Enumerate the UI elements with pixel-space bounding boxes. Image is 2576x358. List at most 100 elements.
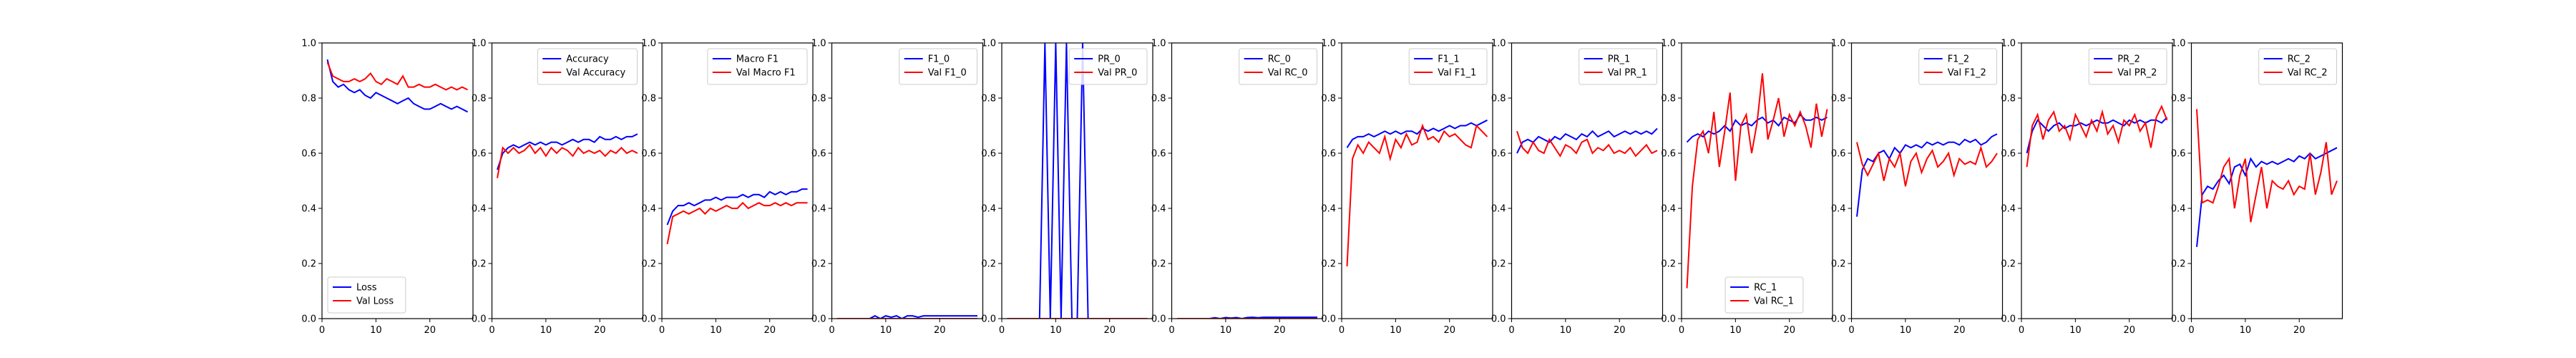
x-tick-label: 10 [1390, 325, 1402, 336]
y-tick-label: 0.8 [1661, 94, 1676, 105]
y-tick-label: 0.6 [641, 149, 656, 160]
y-tick-label: 0.4 [301, 204, 316, 215]
y-tick-label: 1.0 [1321, 39, 1336, 49]
x-tick-label: 20 [2293, 325, 2306, 336]
subplot-4: 0.0 0.2 0.4 0.6 0.8 1.0 0 10 20 PR_0 Val PR_0 [981, 39, 1153, 336]
series-line-loss [326, 59, 468, 113]
series-line-f1-2 [1856, 133, 1998, 217]
y-tick-label: 0.4 [811, 204, 826, 215]
y-tick-label: 0.4 [981, 204, 996, 215]
x-tick-label: 10 [2240, 325, 2252, 336]
y-tick-label: 0.0 [641, 314, 656, 325]
legend-box [2088, 48, 2167, 85]
y-tick-label: 0.8 [811, 94, 826, 105]
series-line-f1-1 [1346, 119, 1488, 148]
legend: F1_1 Val F1_1 [1408, 48, 1488, 85]
x-tick-label: 10 [1050, 325, 1062, 336]
y-tick-label: 1.0 [2171, 39, 2186, 49]
y-tick-label: 0.4 [1831, 204, 1846, 215]
x-tick-label: 20 [1953, 325, 1966, 336]
subplot-10: 0.0 0.2 0.4 0.6 0.8 1.0 0 10 20 PR_2 Val PR_2 [2001, 39, 2173, 336]
legend-entry: Val RC_0 [1268, 68, 1308, 79]
y-tick-label: 1.0 [811, 39, 826, 49]
y-tick-label: 0.2 [811, 259, 826, 270]
series-line-val-rc-1 [1686, 73, 1828, 289]
series-line-val-rc-2 [2196, 109, 2338, 223]
series-line-val-macro-f1 [666, 201, 808, 245]
legend: RC_1 Val RC_1 [1724, 276, 1804, 314]
y-tick-label: 0.4 [1321, 204, 1336, 215]
x-tick-label: 0 [2188, 325, 2194, 336]
y-tick-label: 0.8 [981, 94, 996, 105]
legend-entry: RC_1 [1754, 283, 1777, 294]
y-tick-label: 0.0 [472, 314, 487, 325]
legend-entry: Val Loss [356, 296, 394, 307]
x-tick-label: 0 [1169, 325, 1174, 336]
legend-entry: Macro F1 [736, 54, 779, 65]
legend-box [1239, 48, 1317, 85]
y-tick-label: 0.2 [2001, 259, 2016, 270]
y-tick-label: 0.2 [472, 259, 487, 270]
y-tick-label: 0.0 [811, 314, 826, 325]
legend: F1_2 Val F1_2 [1918, 48, 1997, 85]
series-line-pr-2 [2026, 117, 2168, 154]
axes-frame [1001, 42, 1153, 319]
x-tick-label: 0 [489, 325, 494, 336]
legend-entry: Val Accuracy [566, 68, 625, 79]
y-tick-label: 1.0 [641, 39, 656, 49]
y-tick-label: 0.4 [1151, 204, 1166, 215]
legend-box [1408, 48, 1488, 85]
axes-frame [321, 42, 474, 319]
legend: PR_0 Val PR_0 [1068, 48, 1148, 85]
x-tick-label: 20 [1103, 325, 1116, 336]
subplot-9: 0.0 0.2 0.4 0.6 0.8 1.0 0 10 20 F1_2 Val F1_2 [1831, 39, 2004, 336]
y-tick-label: 0.4 [641, 204, 656, 215]
subplot-1: 0.0 0.2 0.4 0.6 0.8 1.0 0 10 20 Accuracy Val Accur… [472, 39, 644, 336]
legend-entry: RC_0 [1268, 54, 1291, 65]
axes-frame [1511, 42, 1664, 319]
y-tick-label: 0.0 [1321, 314, 1336, 325]
legend: PR_1 Val PR_1 [1579, 48, 1657, 85]
series-line-val-f1-2 [1856, 142, 1998, 187]
y-tick-label: 0.8 [2171, 94, 2186, 105]
y-tick-label: 0.8 [301, 94, 316, 105]
y-tick-label: 0.2 [641, 259, 656, 270]
y-tick-label: 0.2 [1831, 259, 1846, 270]
legend-entry: Val PR_2 [2117, 68, 2157, 79]
y-tick-label: 0.0 [1661, 314, 1676, 325]
x-tick-label: 0 [1508, 325, 1514, 336]
y-tick-label: 0.8 [472, 94, 487, 105]
x-tick-label: 0 [1679, 325, 1684, 336]
y-tick-label: 1.0 [1831, 39, 1846, 49]
x-tick-label: 10 [880, 325, 892, 336]
axes-frame [2190, 42, 2343, 319]
legend-entry: RC_2 [2288, 54, 2311, 65]
legend: Macro F1 Val Macro F1 [707, 48, 808, 85]
legend-box [1579, 48, 1657, 85]
subplot-8: 0.0 0.2 0.4 0.6 0.8 1.0 0 10 20 RC_1 Val RC_1 [1661, 39, 1833, 336]
series-line-val-pr-2 [2026, 105, 2168, 168]
x-tick-label: 10 [1900, 325, 1912, 336]
series-line-val-f1-1 [1346, 123, 1488, 266]
x-tick-label: 0 [1339, 325, 1345, 336]
legend-entry: Val PR_1 [1608, 68, 1647, 79]
y-tick-label: 0.2 [1491, 259, 1506, 270]
legend-entry: Val F1_2 [1948, 68, 1986, 79]
legend-entry: Loss [356, 283, 377, 294]
x-tick-label: 10 [2069, 325, 2082, 336]
y-tick-label: 0.2 [1321, 259, 1336, 270]
subplot-0: 0.0 0.2 0.4 0.6 0.8 1.0 0 10 20 Loss Val Loss [301, 39, 474, 336]
x-tick-label: 0 [659, 325, 665, 336]
legend-box [1918, 48, 1997, 85]
legend: F1_0 Val F1_0 [899, 48, 977, 85]
axes-frame [1681, 42, 1833, 319]
y-tick-label: 0.4 [1491, 204, 1506, 215]
x-tick-label: 20 [763, 325, 776, 336]
y-tick-label: 0.4 [2171, 204, 2186, 215]
y-tick-label: 0.6 [1321, 149, 1336, 160]
series-line-accuracy [497, 133, 638, 170]
y-tick-label: 1.0 [1151, 39, 1166, 49]
x-tick-label: 10 [1560, 325, 1572, 336]
y-tick-label: 0.2 [301, 259, 316, 270]
y-tick-label: 0.8 [641, 94, 656, 105]
